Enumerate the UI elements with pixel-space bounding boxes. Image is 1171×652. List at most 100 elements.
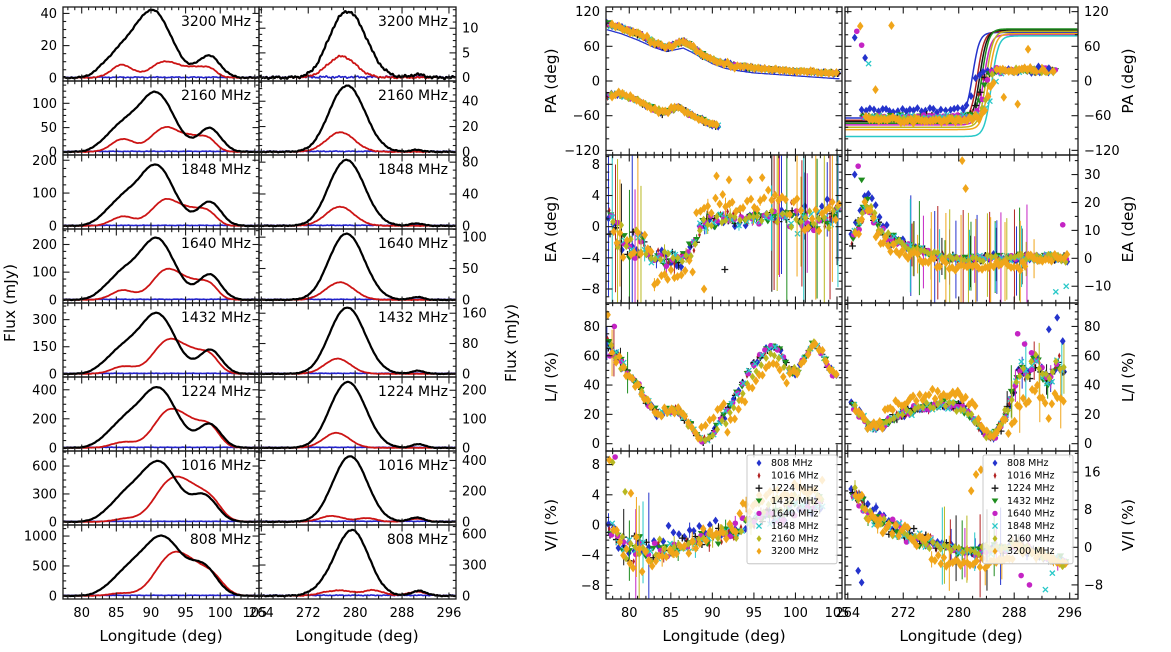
flux-panel-808MHz-right-data: [259, 528, 456, 598]
svg-text:40: 40: [1084, 379, 1101, 394]
svg-text:600: 600: [462, 528, 487, 543]
flux-panel-1432MHz-right-data: [259, 306, 456, 376]
flux-panel-3200MHz-right-data: [259, 10, 456, 81]
flux-panel-808MHz-left-data: [63, 534, 259, 598]
flux-xlabel-right: Longitude (deg): [295, 627, 418, 645]
svg-text:40: 40: [583, 379, 600, 394]
legend-entry-808MHz: 808 MHz: [771, 458, 812, 469]
svg-text:500: 500: [32, 559, 57, 574]
li-panel-left-axes: 0 20 40 60 80: [583, 302, 843, 452]
svg-text:264: 264: [249, 606, 274, 621]
frequency-label: 2160 MHz: [181, 88, 251, 104]
vi-panel-right-axes: 264 272 280 288 296−8 0 8 16: [835, 450, 1103, 621]
svg-text:16: 16: [1084, 466, 1101, 481]
li-panel-right-data: [848, 313, 1068, 443]
svg-text:8: 8: [592, 158, 600, 173]
svg-text:8: 8: [592, 458, 600, 473]
svg-text:100: 100: [462, 413, 487, 428]
svg-text:0: 0: [462, 441, 470, 456]
frequency-label: 2160 MHz: [378, 88, 448, 104]
pol-xlabel-right: Longitude (deg): [899, 627, 1022, 645]
frequency-label: 808 MHz: [387, 532, 448, 548]
svg-text:40: 40: [462, 187, 479, 202]
svg-text:300: 300: [462, 559, 487, 574]
frequency-label: 3200 MHz: [181, 14, 251, 30]
legend-entry-3200MHz: 3200 MHz: [771, 546, 819, 557]
svg-text:200: 200: [32, 154, 57, 169]
svg-text:0: 0: [462, 219, 470, 234]
legend-entry-1848MHz: 1848 MHz: [1007, 521, 1055, 532]
svg-text:80: 80: [1084, 320, 1101, 335]
frequency-label: 1224 MHz: [378, 384, 448, 400]
flux-panel-1432MHz-right-axes: 0 80 160 1432 MHz: [258, 302, 487, 382]
svg-text:20: 20: [462, 120, 479, 135]
svg-text:400: 400: [462, 454, 487, 469]
svg-text:4: 4: [592, 488, 600, 503]
frequency-label: 3200 MHz: [378, 14, 448, 30]
svg-text:200: 200: [32, 238, 57, 253]
frequency-label: 1848 MHz: [378, 162, 448, 178]
svg-text:60: 60: [583, 349, 600, 364]
svg-text:0: 0: [49, 145, 57, 160]
svg-text:100: 100: [32, 187, 57, 202]
svg-text:0: 0: [1084, 437, 1092, 452]
flux-panel-1224MHz-left-data: [63, 386, 259, 450]
svg-text:100: 100: [783, 606, 808, 621]
svg-text:90: 90: [704, 606, 721, 621]
svg-text:−8: −8: [581, 579, 600, 594]
svg-text:272: 272: [891, 606, 916, 621]
svg-text:−60: −60: [1084, 109, 1111, 124]
svg-text:600: 600: [32, 460, 57, 475]
svg-text:40: 40: [462, 95, 479, 110]
svg-text:400: 400: [32, 383, 57, 398]
svg-text:50: 50: [462, 262, 479, 277]
pol-xlabel-left: Longitude (deg): [662, 627, 785, 645]
legend-entry-2160MHz: 2160 MHz: [1007, 534, 1055, 545]
svg-text:300: 300: [32, 313, 57, 328]
flux-panel-1224MHz-right-axes: 0 100 200 1224 MHz: [258, 376, 487, 456]
svg-text:0: 0: [592, 519, 600, 534]
legend-entry-1016MHz: 1016 MHz: [771, 471, 819, 482]
legend-entry-1432MHz: 1432 MHz: [1007, 496, 1055, 507]
svg-text:100: 100: [208, 606, 233, 621]
svg-text:0: 0: [462, 515, 470, 530]
padeg-panel-left-data: [606, 18, 842, 131]
svg-text:0: 0: [1084, 75, 1092, 90]
svg-text:80: 80: [621, 606, 638, 621]
flux-panel-1224MHz-left-axes: 0 200 400 1224 MHz: [32, 376, 260, 456]
svg-text:0: 0: [592, 220, 600, 235]
svg-text:280: 280: [343, 606, 368, 621]
svg-text:0: 0: [49, 293, 57, 308]
legend-entry-3200MHz: 3200 MHz: [1007, 546, 1055, 557]
svg-text:288: 288: [1002, 606, 1027, 621]
svg-text:288: 288: [390, 606, 415, 621]
svg-text:5: 5: [462, 46, 470, 61]
svg-text:0: 0: [592, 75, 600, 90]
svg-text:−8: −8: [581, 282, 600, 297]
svg-text:80: 80: [583, 320, 600, 335]
svg-text:10: 10: [462, 22, 479, 37]
svg-text:20: 20: [583, 408, 600, 423]
svg-text:−120: −120: [564, 144, 600, 159]
frequency-label: 1640 MHz: [181, 236, 251, 252]
frequency-label: 1224 MHz: [181, 384, 251, 400]
legend-entry-1224MHz: 1224 MHz: [1007, 483, 1055, 494]
svg-text:264: 264: [835, 606, 860, 621]
svg-text:90: 90: [143, 606, 160, 621]
flux-panel-1640MHz-left-axes: 0 100 200 1640 MHz: [32, 228, 260, 308]
padeg-panel-left-axes: −120 −60 0 60 120: [564, 5, 843, 159]
svg-text:−4: −4: [581, 251, 600, 266]
padeg-panel-right-data: [845, 21, 1078, 138]
svg-text:8: 8: [1084, 503, 1092, 518]
legend-entry-1224MHz: 1224 MHz: [771, 483, 819, 494]
svg-text:300: 300: [32, 487, 57, 502]
svg-text:60: 60: [1084, 40, 1101, 55]
svg-text:95: 95: [177, 606, 194, 621]
svg-text:120: 120: [1084, 5, 1109, 20]
svg-text:0: 0: [49, 71, 57, 86]
frequency-label: 1432 MHz: [378, 310, 448, 326]
li-panel-left-data: [606, 310, 840, 447]
